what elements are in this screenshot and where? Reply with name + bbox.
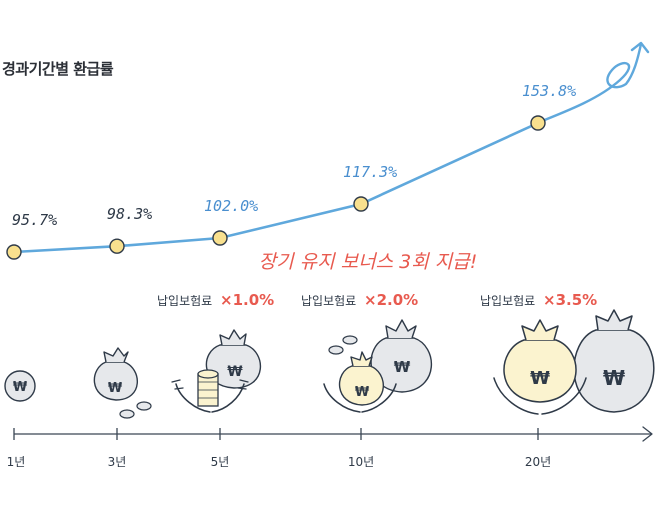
coins-icon <box>328 335 358 355</box>
hands-icon <box>171 379 249 413</box>
data-label: 117.3% <box>343 163 397 181</box>
currency-symbol: ₩ <box>227 364 243 380</box>
x-axis <box>14 426 653 442</box>
currency-symbol: ₩ <box>13 380 28 395</box>
x-tick-label: 20년 <box>525 455 551 469</box>
x-tick-label: 10년 <box>348 455 374 469</box>
x-axis-ticks <box>13 428 539 440</box>
currency-symbol: ₩ <box>603 366 625 390</box>
data-labels: 95.7% 98.3% 102.0% 117.3% 153.8% <box>12 82 576 229</box>
premium-label-text: 납입보험료 <box>480 294 535 308</box>
currency-symbol: ₩ <box>394 358 411 376</box>
hands-icon <box>323 383 397 413</box>
currency-symbol: ₩ <box>530 368 550 389</box>
data-point <box>6 244 22 260</box>
bonus-headline: 장기 유지 보너스 3회 지급! <box>259 251 478 273</box>
x-tick-label: 3년 <box>108 455 127 469</box>
premium-label-5y: 납입보험료 ×1.0% <box>157 291 274 309</box>
multiplier-value: ×3.5% <box>543 291 597 309</box>
coin-icon: ₩ <box>4 370 36 402</box>
currency-symbol: ₩ <box>355 385 370 400</box>
series-markers <box>6 115 546 260</box>
money-bag-icon: ₩ <box>573 309 655 413</box>
money-bag-icon: ₩ <box>503 319 577 403</box>
trend-arrow-icon <box>535 41 650 125</box>
data-point <box>353 196 369 212</box>
data-label: 98.3% <box>107 205 152 223</box>
x-axis-tick-labels: 1년 3년 5년 10년 20년 <box>7 455 552 469</box>
premium-label-text: 납입보험료 <box>157 294 212 308</box>
money-bag-icon: ₩ <box>205 329 261 389</box>
data-point <box>212 230 228 246</box>
premium-label-text: 납입보험료 <box>301 294 356 308</box>
money-bag-icon: ₩ <box>370 319 433 393</box>
coins-icon <box>119 401 152 419</box>
money-bag-icon: ₩ <box>93 347 138 401</box>
data-point <box>109 238 125 254</box>
data-label: 153.8% <box>522 82 576 100</box>
hands-icon <box>493 377 587 415</box>
x-tick-label: 1년 <box>7 455 26 469</box>
coin-stack-icon <box>197 369 219 407</box>
currency-symbol: ₩ <box>108 381 123 396</box>
money-bag-icon: ₩ <box>338 351 384 406</box>
data-label: 102.0% <box>204 197 258 215</box>
multiplier-value: ×2.0% <box>364 291 418 309</box>
premium-label-10y: 납입보험료 ×2.0% <box>301 291 418 309</box>
series-line <box>12 121 540 254</box>
page-title: 경과기간별 환급률 <box>2 60 114 78</box>
data-point <box>530 115 546 131</box>
data-label: 95.7% <box>12 211 57 229</box>
x-tick-label: 5년 <box>211 455 230 469</box>
multiplier-value: ×1.0% <box>220 291 274 309</box>
premium-label-20y: 납입보험료 ×3.5% <box>480 291 597 309</box>
